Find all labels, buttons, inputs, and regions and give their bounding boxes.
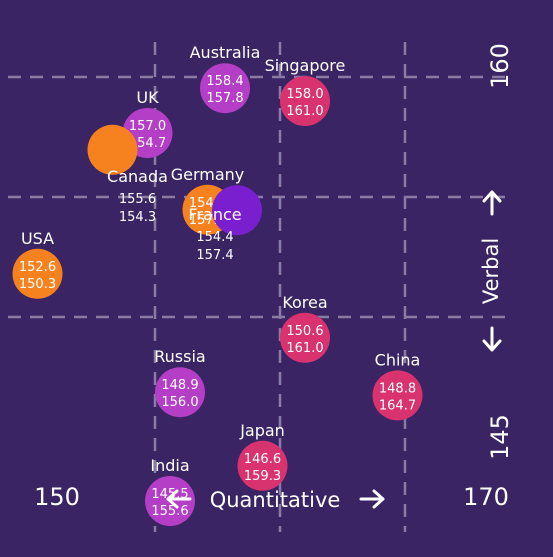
point-marker (372, 370, 423, 421)
point-value-1: 146.6 (244, 452, 281, 467)
point-value-2: 157.4 (196, 248, 233, 263)
point-value-2: 156.0 (161, 395, 198, 410)
x-tick-label-min: 150 (34, 483, 80, 511)
y-tick-label-max: 160 (486, 43, 514, 89)
point-label: Germany (171, 165, 245, 184)
point-marker (12, 248, 63, 299)
point-label: Singapore (265, 56, 346, 75)
point-marker (280, 76, 330, 126)
y-axis-label: Verbal (479, 238, 503, 304)
point-label: Canada (107, 167, 168, 186)
point-canada: Canada 155.6 154.3 (87, 124, 168, 225)
point-value-2: 159.3 (244, 469, 281, 484)
y-axis-label-group: Verbal (479, 190, 503, 352)
arrow-down-icon (482, 326, 502, 352)
data-points: Australia 158.4 157.8 Singapore 158.0 161.0 UK… (12, 43, 423, 526)
arrow-up-icon (482, 190, 502, 216)
point-value-1: 157.0 (129, 119, 166, 134)
point-value-1: 158.4 (206, 74, 243, 89)
point-marker (280, 312, 330, 363)
point-value-1: 154.4 (196, 230, 233, 245)
point-value-2: 161.0 (286, 341, 323, 356)
x-axis-label: Quantitative (210, 488, 341, 512)
point-value-1: 150.6 (286, 324, 323, 339)
point-value-1: 148.8 (379, 381, 416, 396)
point-value-2: 155.6 (151, 504, 188, 519)
point-china: China 148.8 164.7 (372, 350, 423, 421)
point-label: India (150, 456, 189, 475)
point-label: Korea (282, 293, 327, 312)
y-tick-label-min: 145 (486, 414, 514, 460)
point-korea: Korea 150.6 161.0 (280, 293, 330, 363)
point-label: Japan (239, 421, 285, 440)
point-label: USA (21, 229, 54, 248)
point-label: Russia (154, 347, 205, 366)
point-value-2: 164.7 (379, 398, 416, 413)
point-value-2: 150.3 (19, 277, 56, 292)
point-value-1: 152.6 (19, 260, 56, 275)
point-uk: UK 157.0 154.7 (122, 88, 173, 158)
point-australia: Australia 158.4 157.8 (190, 43, 261, 114)
point-singapore: Singapore 158.0 161.0 (265, 56, 346, 126)
point-marker (212, 185, 262, 236)
point-label: UK (136, 88, 159, 107)
point-label: China (375, 350, 421, 369)
point-marker (87, 124, 138, 175)
point-value-2: 157.8 (206, 91, 243, 106)
point-marker (237, 440, 288, 491)
point-usa: USA 152.6 150.3 (12, 229, 63, 299)
point-value-2: 154.3 (119, 210, 156, 225)
point-japan: Japan 146.6 159.3 (237, 421, 288, 491)
point-label: Australia (190, 43, 261, 62)
point-france: France 154.4 157.4 (188, 185, 262, 263)
x-axis-label-group: Quantitative (166, 488, 385, 512)
point-value-1: 148.9 (161, 378, 198, 393)
point-value-2: 161.0 (286, 104, 323, 119)
point-marker (200, 63, 250, 114)
arrow-right-icon (359, 489, 385, 509)
point-marker (155, 367, 205, 418)
point-label: France (188, 205, 241, 224)
point-value-2: 154.7 (129, 136, 166, 151)
point-value-1: 155.6 (119, 192, 156, 207)
point-russia: Russia 148.9 156.0 (154, 347, 206, 418)
arrow-left-icon (166, 489, 192, 509)
x-tick-label-max: 170 (463, 483, 509, 511)
point-value-1: 158.0 (286, 87, 323, 102)
